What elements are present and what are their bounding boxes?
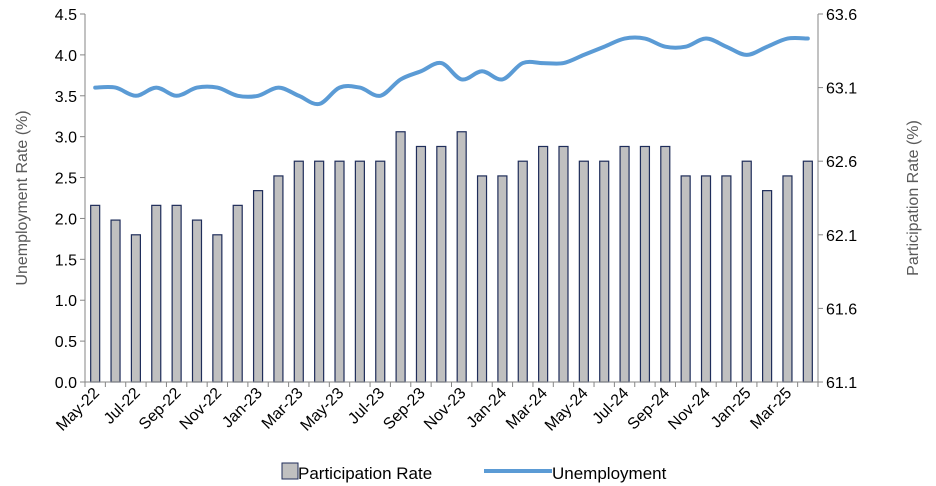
bar-participation xyxy=(456,131,467,383)
bar-participation xyxy=(619,145,630,383)
bar-participation xyxy=(639,145,651,383)
bar-participation xyxy=(741,160,752,383)
bar-participation xyxy=(212,234,223,383)
bar-participation xyxy=(680,175,691,383)
legend-swatch-participation xyxy=(281,462,299,480)
bar-participation xyxy=(497,175,508,383)
x-tick-label: Sep-23 xyxy=(380,385,429,434)
x-tick-label: Sep-24 xyxy=(625,385,674,434)
bar-participation xyxy=(700,175,712,383)
bar-participation xyxy=(395,131,406,383)
bar-participation xyxy=(191,219,203,383)
right-tick-label: 62.6 xyxy=(826,154,857,171)
right-tick-label: 62.1 xyxy=(826,228,857,245)
x-tick-label: Nov-22 xyxy=(177,385,226,434)
bar-participation xyxy=(599,160,610,383)
bar-participation xyxy=(436,145,447,383)
right-tick-label: 63.6 xyxy=(826,7,857,24)
right-tick-label: 63.1 xyxy=(826,81,857,98)
bar-participation xyxy=(415,145,427,383)
x-tick-label: Jan-25 xyxy=(708,385,755,432)
bar-participation xyxy=(90,204,101,383)
line-unemployment xyxy=(93,35,810,107)
legend: Participation Rate Unemployment xyxy=(281,462,667,483)
line-series xyxy=(93,35,810,107)
bar-participation xyxy=(558,145,569,383)
right-axis-title: Participation Rate (%) xyxy=(905,120,922,276)
x-tick-label: May-22 xyxy=(53,385,103,435)
left-tick-label: 2.0 xyxy=(55,211,77,228)
x-tick-label: May-24 xyxy=(542,385,592,435)
x-tick-label: Jan-23 xyxy=(219,385,266,432)
bar-participation xyxy=(354,160,365,383)
bar-participation xyxy=(517,160,528,383)
left-tick-label: 3.0 xyxy=(55,130,77,147)
bar-participation xyxy=(314,160,325,383)
bar-participation xyxy=(721,175,732,383)
x-tick-label: Nov-24 xyxy=(665,385,714,434)
right-tick-label: 61.1 xyxy=(826,375,857,392)
x-tick-label: Jan-24 xyxy=(464,385,511,432)
bar-participation xyxy=(761,190,773,383)
bar-participation xyxy=(273,175,284,383)
bar-participation xyxy=(476,175,488,383)
right-axis-ticks: 61.1 61.6 62.1 62.6 63.1 63.6 xyxy=(818,7,857,392)
bar-series xyxy=(90,131,813,383)
left-tick-label: 1.0 xyxy=(55,293,77,310)
left-tick-label: 3.5 xyxy=(55,89,77,106)
left-axis-title: Unemployment Rate (%) xyxy=(14,110,31,285)
legend-label-unemployment: Unemployment xyxy=(552,464,667,483)
bar-participation xyxy=(538,145,549,383)
bar-participation xyxy=(110,219,121,383)
bar-participation xyxy=(782,175,793,383)
legend-label-participation: Participation Rate xyxy=(298,464,432,483)
left-tick-label: 1.5 xyxy=(55,252,77,269)
bar-participation xyxy=(232,204,243,383)
left-tick-label: 2.5 xyxy=(55,171,77,188)
bar-participation xyxy=(578,160,589,383)
x-tick-label: Mar-25 xyxy=(747,385,795,433)
left-tick-label: 0.5 xyxy=(55,334,77,351)
left-tick-label: 4.0 xyxy=(55,48,77,65)
x-axis-ticks: May-22Jul-22Sep-22Nov-22Jan-23Mar-23May-… xyxy=(53,382,819,435)
bar-participation xyxy=(130,234,141,383)
left-tick-label: 4.5 xyxy=(55,7,77,24)
bar-participation xyxy=(252,190,264,383)
x-tick-label: May-23 xyxy=(298,385,348,435)
left-tick-label: 0.0 xyxy=(55,375,77,392)
right-tick-label: 61.6 xyxy=(826,301,857,318)
bar-participation xyxy=(334,160,345,383)
left-axis-ticks: 0.0 0.5 1.0 1.5 2.0 2.5 3.0 3.5 4.0 4.5 xyxy=(55,7,85,392)
bar-participation xyxy=(293,160,304,383)
bar-participation xyxy=(375,160,386,383)
bar-participation xyxy=(151,204,162,383)
bar-participation xyxy=(660,145,671,383)
x-tick-label: Sep-22 xyxy=(136,385,185,434)
x-tick-label: Nov-23 xyxy=(421,385,470,434)
bar-participation xyxy=(171,204,182,383)
bar-participation xyxy=(802,160,813,383)
